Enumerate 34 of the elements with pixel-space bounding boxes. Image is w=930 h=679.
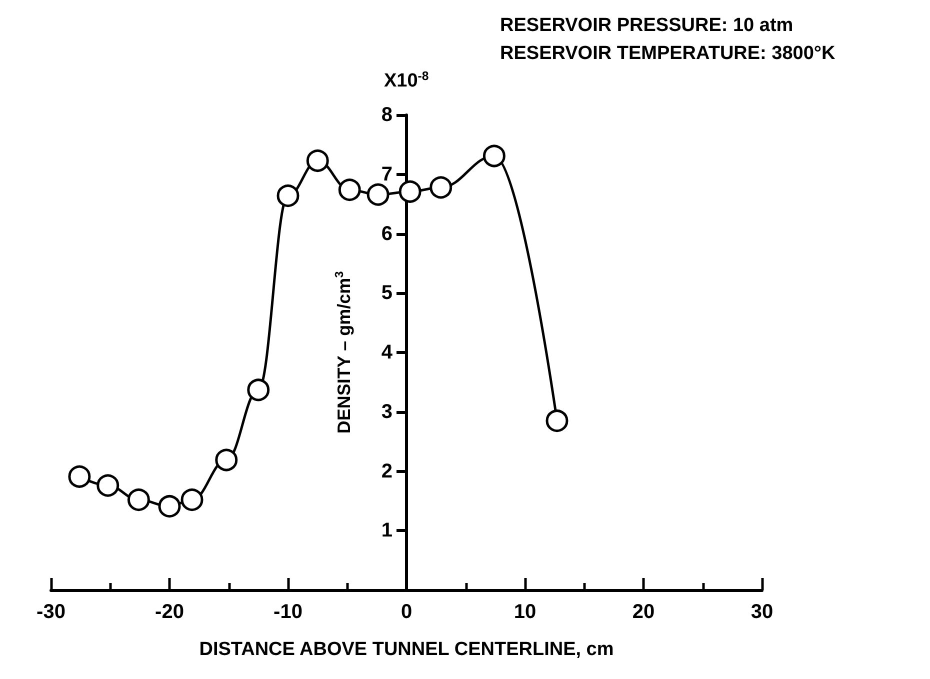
point (96, 474, 120, 497)
point (366, 183, 390, 206)
y-axis-title: DENSITY – gm/cm3 (333, 270, 354, 434)
point (247, 378, 270, 402)
point (398, 180, 422, 203)
x-tick-label: 20 (632, 601, 655, 623)
y-tick-label: 6 (381, 222, 392, 245)
point (215, 448, 238, 472)
text: RESERVOIR TEMPERATURE: 3800°K (500, 43, 836, 64)
point (430, 176, 452, 199)
x-tick-label: -20 (155, 601, 184, 623)
point (306, 149, 329, 172)
text: RESERVOIR PRESSURE: 10 atm (500, 15, 794, 36)
point (158, 495, 181, 518)
y-tick-label: 3 (381, 400, 392, 423)
y-tick-label: 2 (381, 460, 392, 482)
y-tick-label: 4 (381, 342, 394, 364)
point (338, 178, 361, 202)
point (127, 488, 150, 511)
x-tick-label: 30 (750, 601, 774, 623)
y-tick-label: 1 (381, 520, 392, 542)
x-axis-title: DISTANCE ABOVE TUNNEL CENTERLINE, cm (199, 639, 614, 660)
x-tick-label: -10 (274, 601, 302, 623)
y-tick-label: 7 (381, 163, 392, 186)
x-tick-label: -30 (36, 601, 66, 623)
point (276, 184, 300, 207)
point (180, 488, 204, 511)
y-tick-label: 8 (381, 104, 392, 126)
point (68, 465, 91, 488)
y-tick-label: 5 (381, 282, 392, 304)
x-tick-label: 0 (400, 601, 412, 623)
point (482, 144, 506, 168)
point (546, 410, 568, 432)
x-tick-label: 10 (514, 601, 536, 623)
